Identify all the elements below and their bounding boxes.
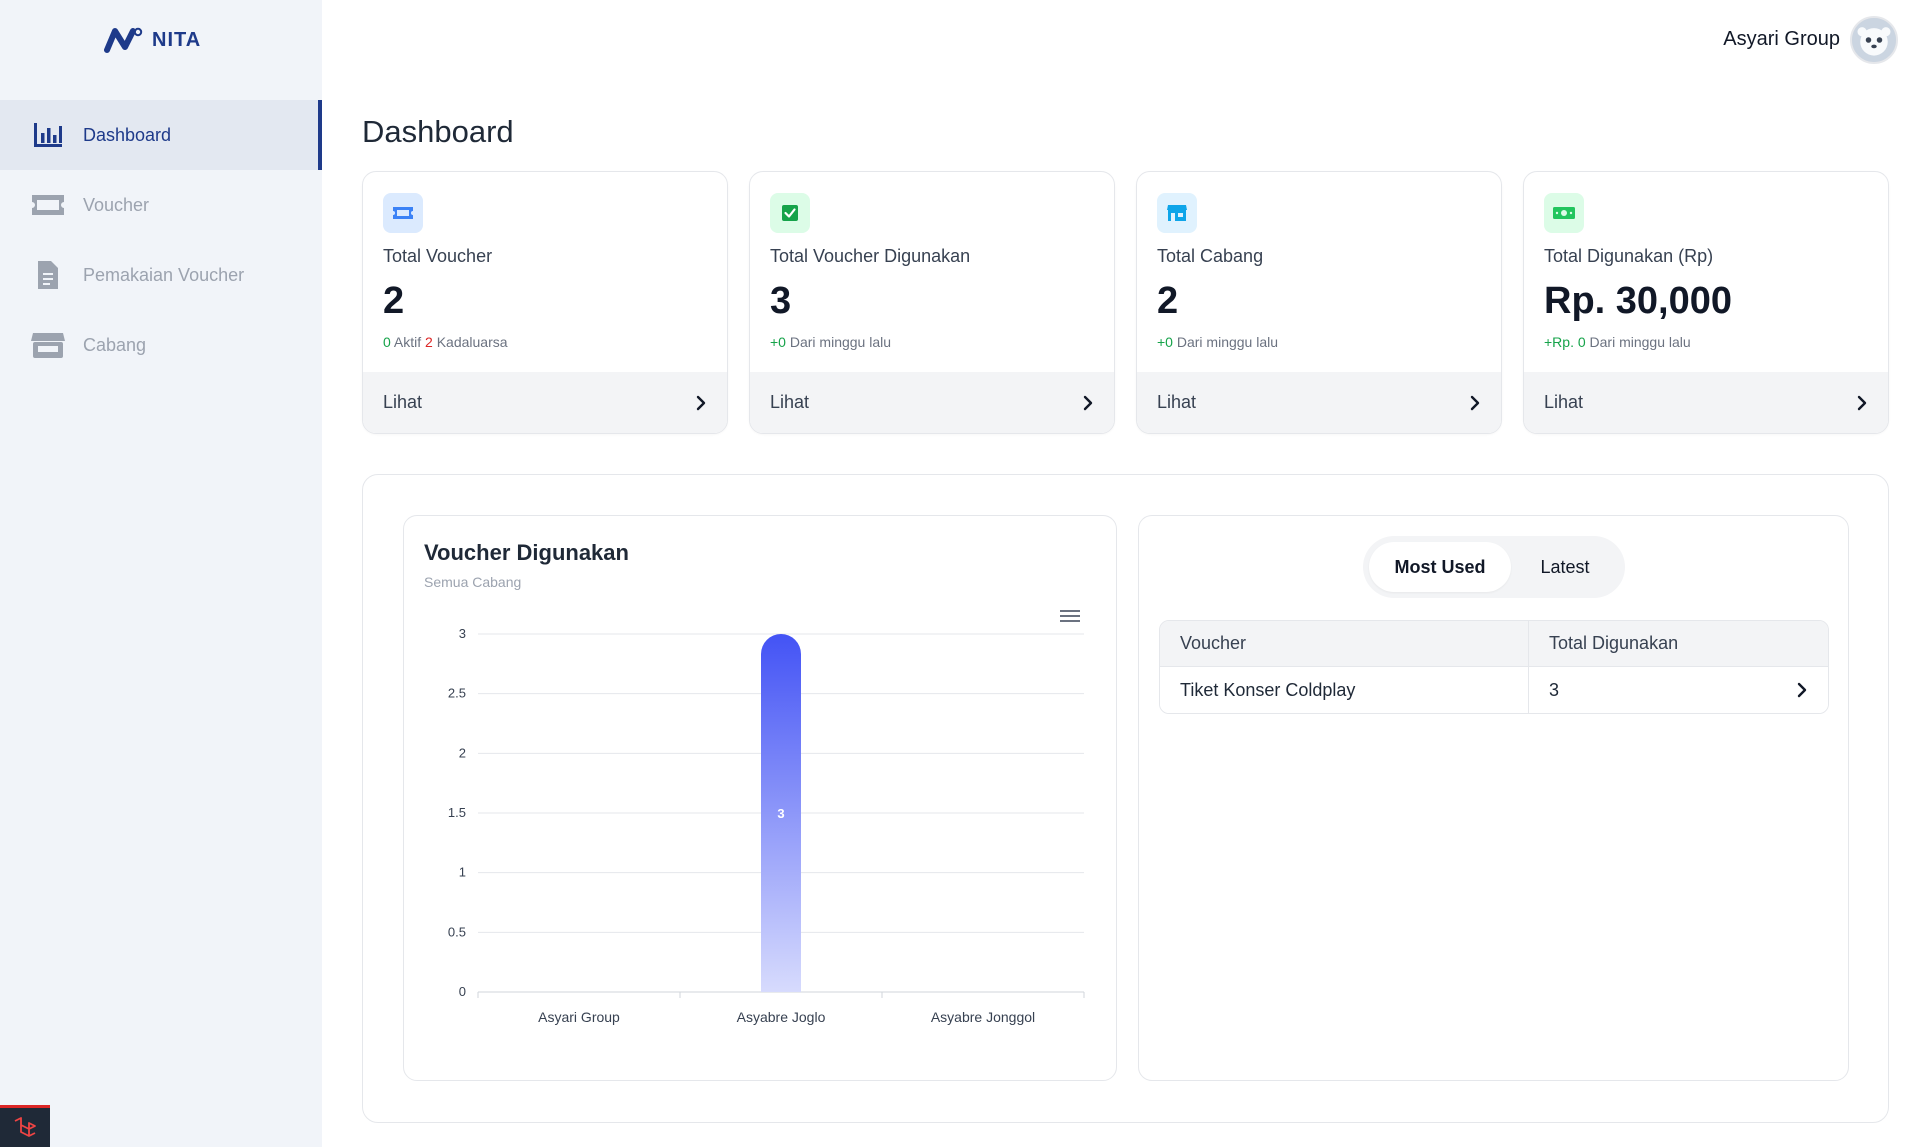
sidebar-item-label: Dashboard [83,124,172,145]
stat-card-total-voucher-digunakan: Total Voucher Digunakan 3 +0 Dari minggu… [749,171,1115,434]
page-title: Dashboard [362,114,514,149]
chevron-right-icon [1470,395,1480,410]
card-value: Rp. 30,000 [1544,280,1732,322]
x-tick-label: Asyari Group [538,1009,620,1025]
bar-data-label: 3 [777,806,784,821]
nita-logo-icon [104,27,143,53]
table-header: Voucher Total Digunakan [1160,621,1828,667]
sidebar-item-label: Voucher [83,194,150,215]
ticket-icon [383,193,423,233]
y-tick-label: 0.5 [448,924,466,939]
user-avatar-icon [1852,18,1896,62]
chevron-right-icon [1083,395,1093,410]
card-title: Total Cabang [1157,246,1264,266]
sidebar-item-cabang[interactable]: Cabang [0,310,322,380]
x-tick-label: Asyabre Jonggol [931,1009,1035,1025]
app-logo[interactable]: NITA [104,26,201,54]
cell-total: 3 [1529,667,1828,713]
column-header-voucher[interactable]: Voucher [1160,621,1529,666]
bar-chart: 0 0.5 1 1.5 2 2.5 3 Asyari Group Asyabre Joglo A… [448,626,1085,1025]
logo-text: NITA [152,28,202,51]
bar-chart-icon [30,117,66,153]
stat-cards: Total Voucher 2 0 Aktif 2 Kadaluarsa Lih… [362,171,1889,434]
chart-title: Voucher Digunakan [424,540,629,565]
tab-latest[interactable]: Latest [1540,556,1590,577]
sidebar-item-pemakaian-voucher[interactable]: Pemakaian Voucher [0,240,322,310]
y-tick-label: 1.5 [448,805,466,820]
chevron-right-icon [1857,395,1867,410]
sidebar-item-dashboard[interactable]: Dashboard [0,100,322,170]
voucher-usage-table: Voucher Total Digunakan Tiket Konser Col… [1159,620,1829,714]
cell-voucher: Tiket Konser Coldplay [1160,667,1529,713]
tab-most-used[interactable]: Most Used [1369,542,1511,592]
document-icon [30,257,66,293]
card-footer-label: Lihat [770,392,810,412]
chart-subtitle: Semua Cabang [424,574,522,590]
y-tick-label: 1 [459,865,466,880]
table-row[interactable]: Tiket Konser Coldplay 3 [1160,667,1828,713]
card-subtext: +0 Dari minggu lalu [1157,334,1279,350]
sidebar: NITA Dashboard [0,0,322,1147]
card-footer-label: Lihat [1157,392,1197,412]
voucher-usage-card: Most Used Latest Voucher Total Digunakan… [1138,515,1849,1081]
y-tick-label: 2 [459,745,466,760]
column-header-total-digunakan[interactable]: Total Digunakan [1549,633,1679,653]
stat-card-total-digunakan-rp: Total Digunakan (Rp) Rp. 30,000 +Rp. 0 D… [1523,171,1889,434]
card-footer-label: Lihat [383,392,423,412]
y-tick-label: 3 [459,626,466,641]
laravel-debug-badge[interactable] [0,1105,50,1147]
card-subtext: +0 Dari minggu lalu [770,334,892,350]
y-tick-label: 2.5 [448,686,466,701]
card-title: Total Voucher [383,246,493,266]
card-value: 3 [770,280,792,322]
stat-card-total-voucher: Total Voucher 2 0 Aktif 2 Kadaluarsa Lih… [362,171,728,434]
card-subtext: +Rp. 0 Dari minggu lalu [1544,334,1691,350]
card-value: 2 [383,280,405,322]
chart-card: Voucher Digunakan Semua Cabang 0 0.5 1 1.5 2… [403,515,1117,1081]
check-square-icon [770,193,810,233]
card-footer-link[interactable]: Lihat [1524,372,1888,433]
user-name[interactable]: Asyari Group [1723,28,1840,50]
sidebar-item-label: Pemakaian Voucher [83,264,245,285]
card-footer-link[interactable]: Lihat [363,372,727,433]
card-footer-link[interactable]: Lihat [1137,372,1501,433]
card-footer-label: Lihat [1544,392,1584,412]
sidebar-nav: Dashboard Voucher Pemakaian Voucher [0,100,322,380]
cash-icon [1544,193,1584,233]
stat-card-total-cabang: Total Cabang 2 +0 Dari minggu lalu Lihat [1136,171,1502,434]
sidebar-item-label: Cabang [83,334,147,355]
hamburger-menu-icon[interactable] [1058,606,1082,626]
x-tick-label: Asyabre Joglo [737,1009,826,1025]
chevron-right-icon [696,395,706,410]
y-tick-label: 0 [459,984,466,999]
chart-bar [761,634,801,992]
store-icon [30,327,66,363]
card-footer-link[interactable]: Lihat [750,372,1114,433]
ticket-icon [30,187,66,223]
avatar[interactable] [1850,16,1898,64]
chevron-right-icon[interactable] [1796,682,1808,698]
card-title: Total Voucher Digunakan [770,246,971,266]
card-title: Total Digunakan (Rp) [1544,246,1714,266]
sidebar-item-voucher[interactable]: Voucher [0,170,322,240]
store-icon [1157,193,1197,233]
laravel-icon [14,1116,36,1137]
card-subtext: 0 Aktif 2 Kadaluarsa [383,334,508,350]
main-panel: Voucher Digunakan Semua Cabang 0 0.5 1 1.5 2… [362,474,1889,1123]
cell-total-value: 3 [1549,679,1560,700]
card-value: 2 [1157,280,1179,322]
tab-switcher: Most Used Latest [1363,536,1625,598]
